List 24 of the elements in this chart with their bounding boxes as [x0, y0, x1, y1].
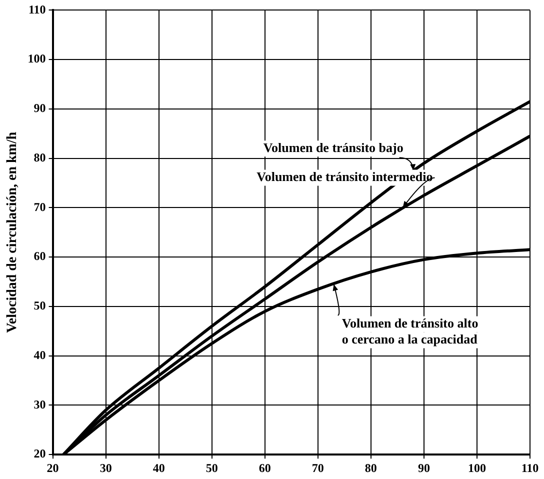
annotation: Volumen de tránsito alto o cercano a la capacidad	[342, 316, 478, 347]
x-tick-label: 70	[312, 460, 324, 475]
y-tick-label: 70	[34, 200, 46, 214]
x-tick-label: 60	[258, 460, 271, 475]
y-tick-label: 30	[34, 397, 46, 412]
y-tick-label: 20	[34, 446, 46, 461]
x-tick-label: 90	[418, 460, 430, 475]
x-tick-label: 110	[521, 460, 539, 475]
x-tick-label: 30	[100, 460, 112, 475]
y-tick-label: 40	[34, 348, 46, 362]
x-tick-label: 40	[152, 460, 165, 475]
x-tick-label: 20	[46, 460, 59, 475]
y-tick-label: 80	[34, 150, 46, 164]
x-tick-label: 50	[206, 460, 218, 475]
annotation: Volumen de tránsito bajo	[263, 140, 404, 156]
y-tick-label: 110	[28, 2, 46, 16]
y-tick-label: 50	[34, 298, 46, 313]
y-tick-label: 90	[34, 101, 46, 116]
y-tick-label: 100	[28, 52, 46, 66]
x-tick-label: 100	[468, 460, 486, 475]
x-tick-label: 80	[364, 460, 377, 475]
y-axis-title: Velocidad de circulación, en km/h	[5, 132, 20, 333]
annotation: Volumen de tránsito intermedio	[256, 169, 433, 184]
y-tick-label: 60	[34, 249, 46, 264]
